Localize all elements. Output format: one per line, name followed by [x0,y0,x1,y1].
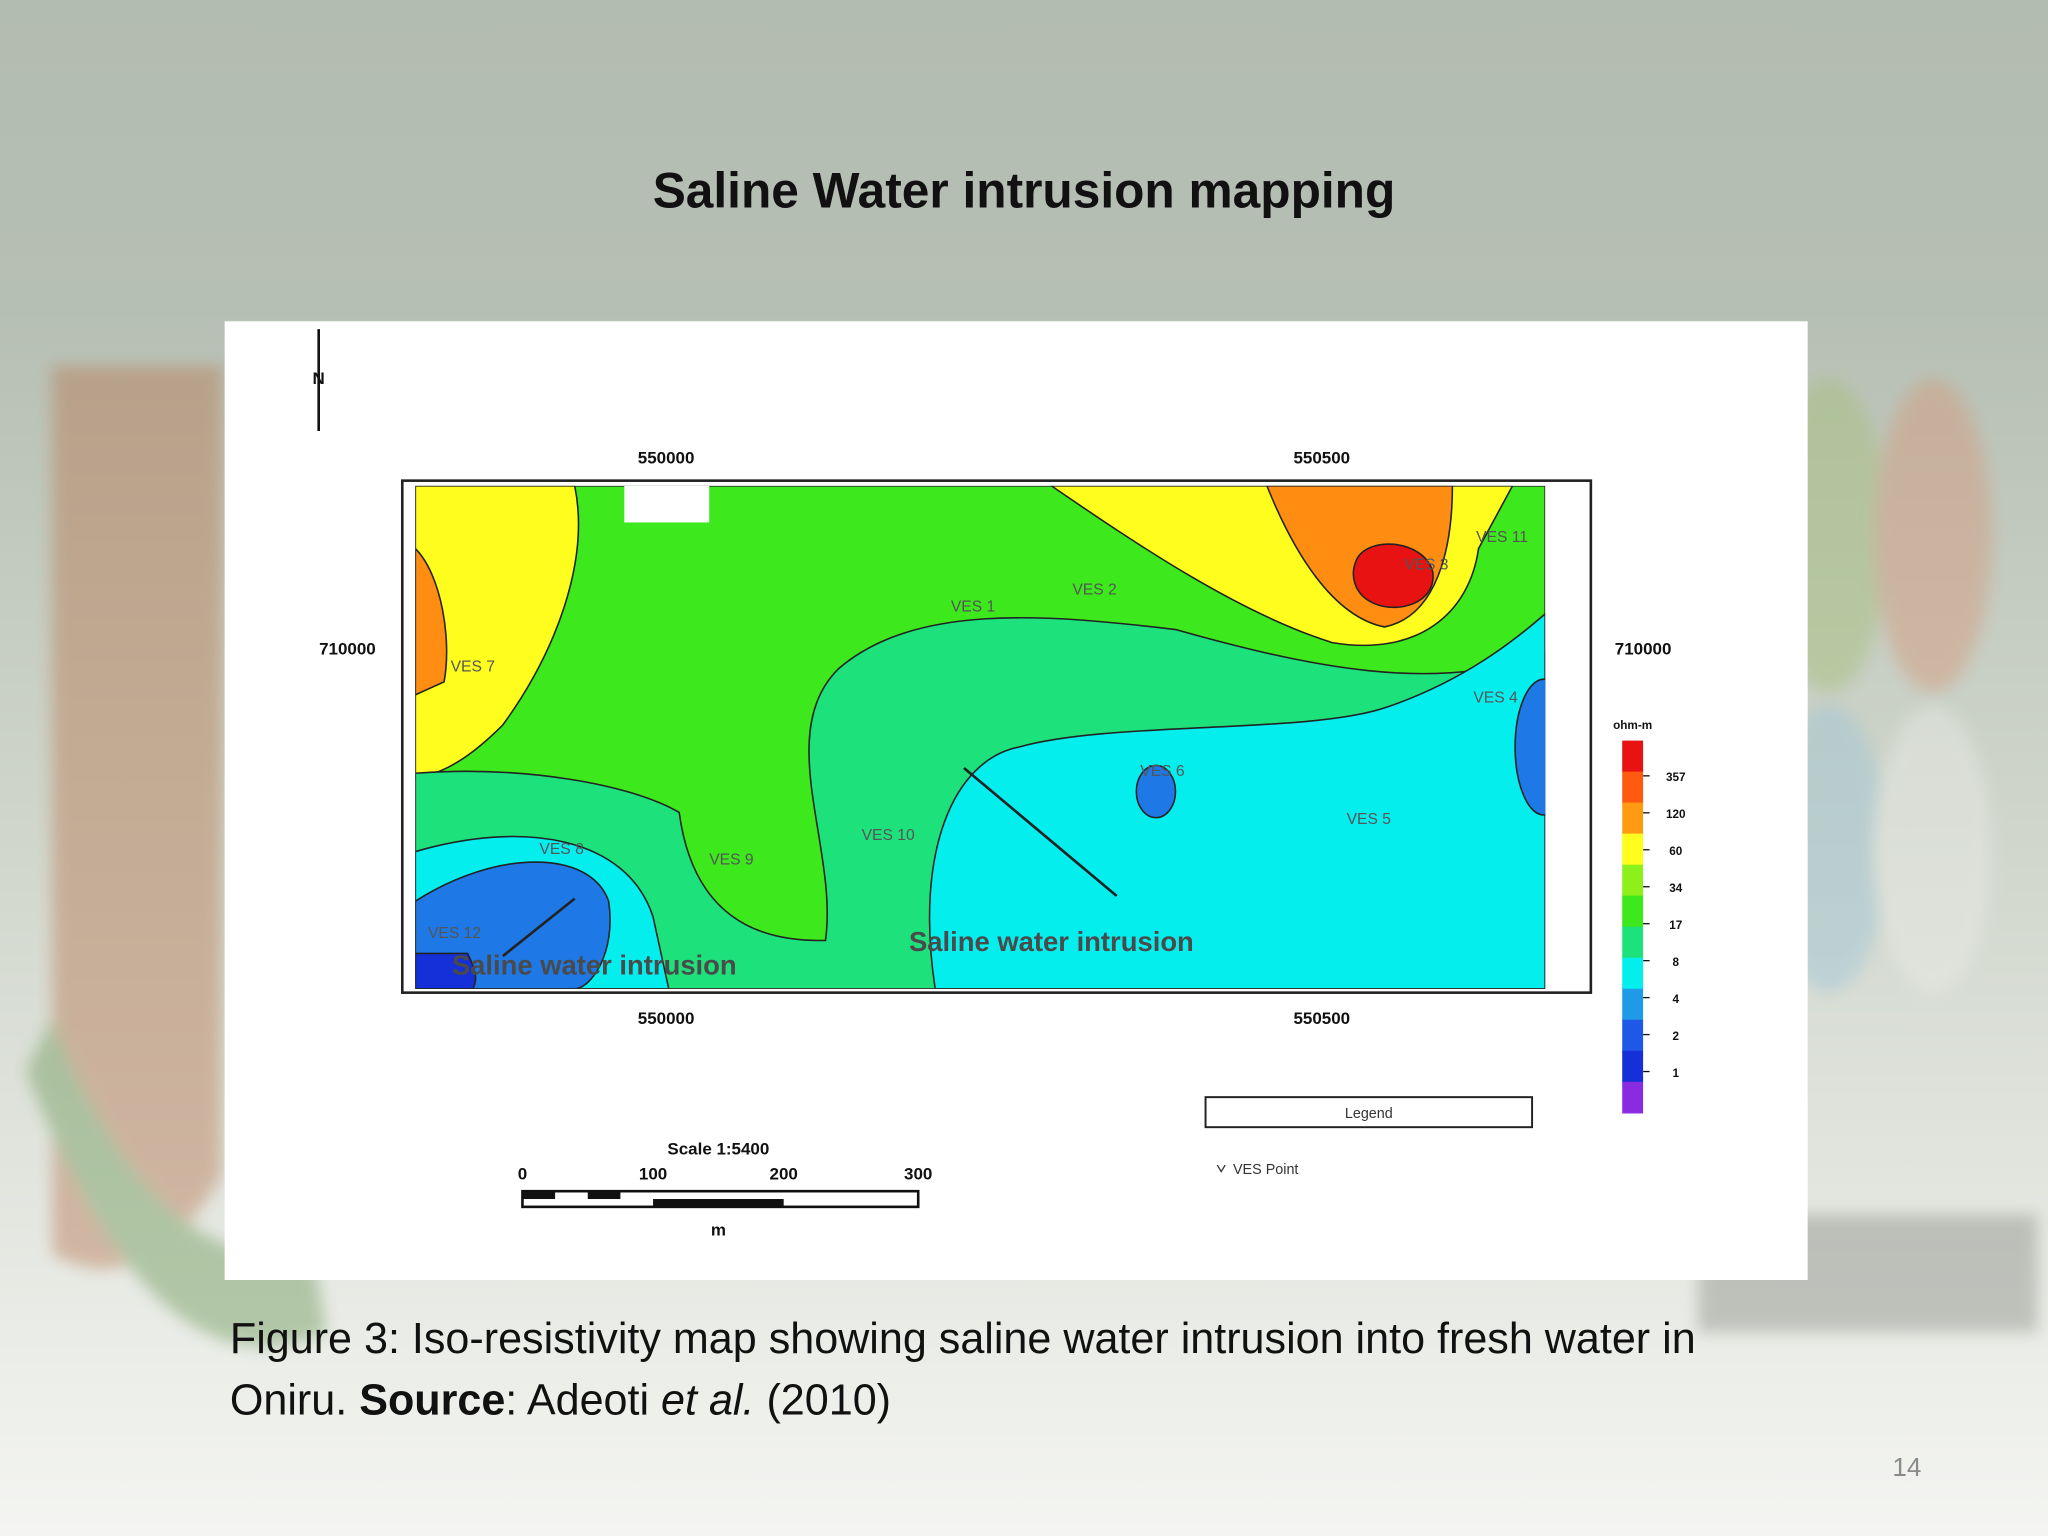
scale-unit: m [711,1221,726,1240]
background-logos [26,365,2038,1347]
color-scale-label: 1 [1672,1067,1679,1080]
legend-entry: VES Point [1233,1162,1298,1178]
scale-bar-segment [587,1191,621,1200]
caption-text: Oniru. [230,1377,359,1425]
scale-tick-label: 300 [904,1164,932,1183]
ves-point-symbol [1216,1164,1226,1173]
scale-bar: 0 100 200 300 [518,1164,932,1209]
annotation: Saline water intrusion [909,926,1194,957]
color-scale-label: 34 [1669,882,1683,895]
ves-label: VES 9 [709,852,753,869]
ves-label: VES 3 [1404,556,1449,573]
contour-zone [415,547,448,696]
color-scale-label: 60 [1669,845,1683,858]
scale-tick-label: 100 [639,1164,667,1183]
ves-labels: VES 7 VES 1 VES 2 VES 11 VES 3 VES 4 VES 6 VES … [428,529,1528,942]
page-number: 14 [1892,1452,1921,1482]
ves-label: VES 8 [539,841,584,858]
color-scale: 357 120 60 34 17 8 4 2 1 [1622,740,1686,1114]
map-frame [400,479,1593,994]
ves-label: VES 5 [1347,811,1392,828]
color-swatch [1622,1081,1644,1114]
color-scale-label: 357 [1666,771,1686,784]
color-scale-unit: ohm-m [1613,719,1652,732]
caption-italic: et al. [661,1377,754,1425]
x-tick-label: 550000 [638,1009,695,1028]
contour-map [415,485,1546,989]
legend-title: Legend [1345,1106,1393,1122]
color-swatch [1622,740,1644,773]
contour-zone [1135,764,1177,819]
contour-zone [1514,678,1546,816]
x-tick-label: 550000 [638,449,695,468]
caption-text: : Adeoti [505,1377,661,1425]
contour-zone [415,952,477,989]
scale-tick-label: 200 [770,1164,798,1183]
x-tick-label: 550500 [1293,1009,1350,1028]
color-swatch [1622,1019,1644,1052]
ves-label: VES 2 [1072,581,1116,598]
y-tick-label: 710000 [319,639,376,658]
scale-title: Scale 1:5400 [667,1140,769,1159]
contour-zone [415,485,580,780]
color-swatch [1622,895,1644,928]
color-scale-label: 120 [1666,808,1686,821]
ves-label: VES 1 [951,598,995,615]
color-swatch [1622,988,1644,1021]
ves-label: VES 10 [862,827,915,844]
slide-title: Saline Water intrusion mapping [653,163,1396,219]
caption-line: Oniru. Source: Adeoti et al. (2010) [230,1377,891,1425]
color-scale-label: 2 [1672,1030,1679,1043]
color-scale-label: 8 [1672,956,1679,969]
north-arrow: N [313,329,325,432]
color-swatch [1622,833,1644,866]
color-swatch [1622,864,1644,897]
annotation: Saline water intrusion [452,949,737,980]
color-swatch [1622,1050,1644,1083]
color-scale-label: 17 [1669,919,1683,932]
annotation-arrow [502,897,576,958]
color-swatch [1622,771,1644,804]
north-label: N [313,369,325,388]
caption-line: Figure 3: Iso-resistivity map showing sa… [230,1315,1696,1363]
contour-zone [1352,543,1434,608]
color-scale-label: 4 [1672,993,1679,1006]
y-tick-label: 710000 [1615,639,1672,658]
no-data-area [624,485,710,523]
color-swatch [1622,926,1644,959]
color-swatch [1622,802,1644,835]
caption-source-label: Source [359,1377,505,1425]
scale-bar-segment [653,1199,784,1207]
caption-text: (2010) [754,1377,891,1425]
ves-label: VES 7 [451,658,495,675]
scale-tick-label: 0 [518,1164,527,1183]
ves-label: VES 11 [1476,529,1528,546]
ves-label: VES 6 [1140,763,1185,780]
scale-bar-segment [522,1191,556,1200]
contour-zone [928,612,1546,989]
legend-box [1204,1096,1534,1129]
annotation-arrow [963,766,1118,898]
ves-label: VES 12 [428,925,481,942]
x-tick-label: 550500 [1293,449,1350,468]
ves-label: VES 4 [1473,690,1518,707]
color-swatch [1622,957,1644,990]
